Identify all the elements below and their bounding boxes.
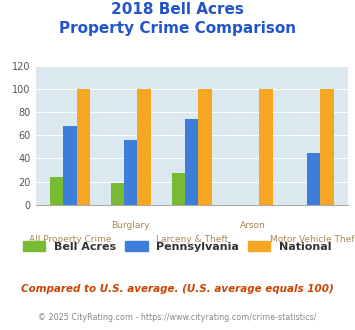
Text: Compared to U.S. average. (U.S. average equals 100): Compared to U.S. average. (U.S. average … bbox=[21, 284, 334, 294]
Bar bbox=[198, 89, 212, 205]
Bar bbox=[260, 89, 273, 205]
Text: 2018 Bell Acres: 2018 Bell Acres bbox=[111, 2, 244, 16]
Legend: Bell Acres, Pennsylvania, National: Bell Acres, Pennsylvania, National bbox=[19, 237, 336, 256]
Bar bbox=[185, 119, 198, 205]
Text: Burglary: Burglary bbox=[111, 221, 150, 230]
Bar bbox=[111, 183, 124, 205]
Text: Larceny & Theft: Larceny & Theft bbox=[155, 235, 228, 244]
Text: Property Crime Comparison: Property Crime Comparison bbox=[59, 21, 296, 36]
Text: Arson: Arson bbox=[240, 221, 266, 230]
Bar bbox=[307, 152, 320, 205]
Bar bbox=[50, 177, 63, 205]
Bar bbox=[63, 126, 77, 205]
Bar bbox=[124, 140, 137, 205]
Bar bbox=[171, 174, 185, 205]
Bar bbox=[77, 89, 90, 205]
Text: © 2025 CityRating.com - https://www.cityrating.com/crime-statistics/: © 2025 CityRating.com - https://www.city… bbox=[38, 314, 317, 322]
Bar bbox=[320, 89, 334, 205]
Text: Motor Vehicle Theft: Motor Vehicle Theft bbox=[269, 235, 355, 244]
Bar bbox=[137, 89, 151, 205]
Text: All Property Crime: All Property Crime bbox=[28, 235, 111, 244]
